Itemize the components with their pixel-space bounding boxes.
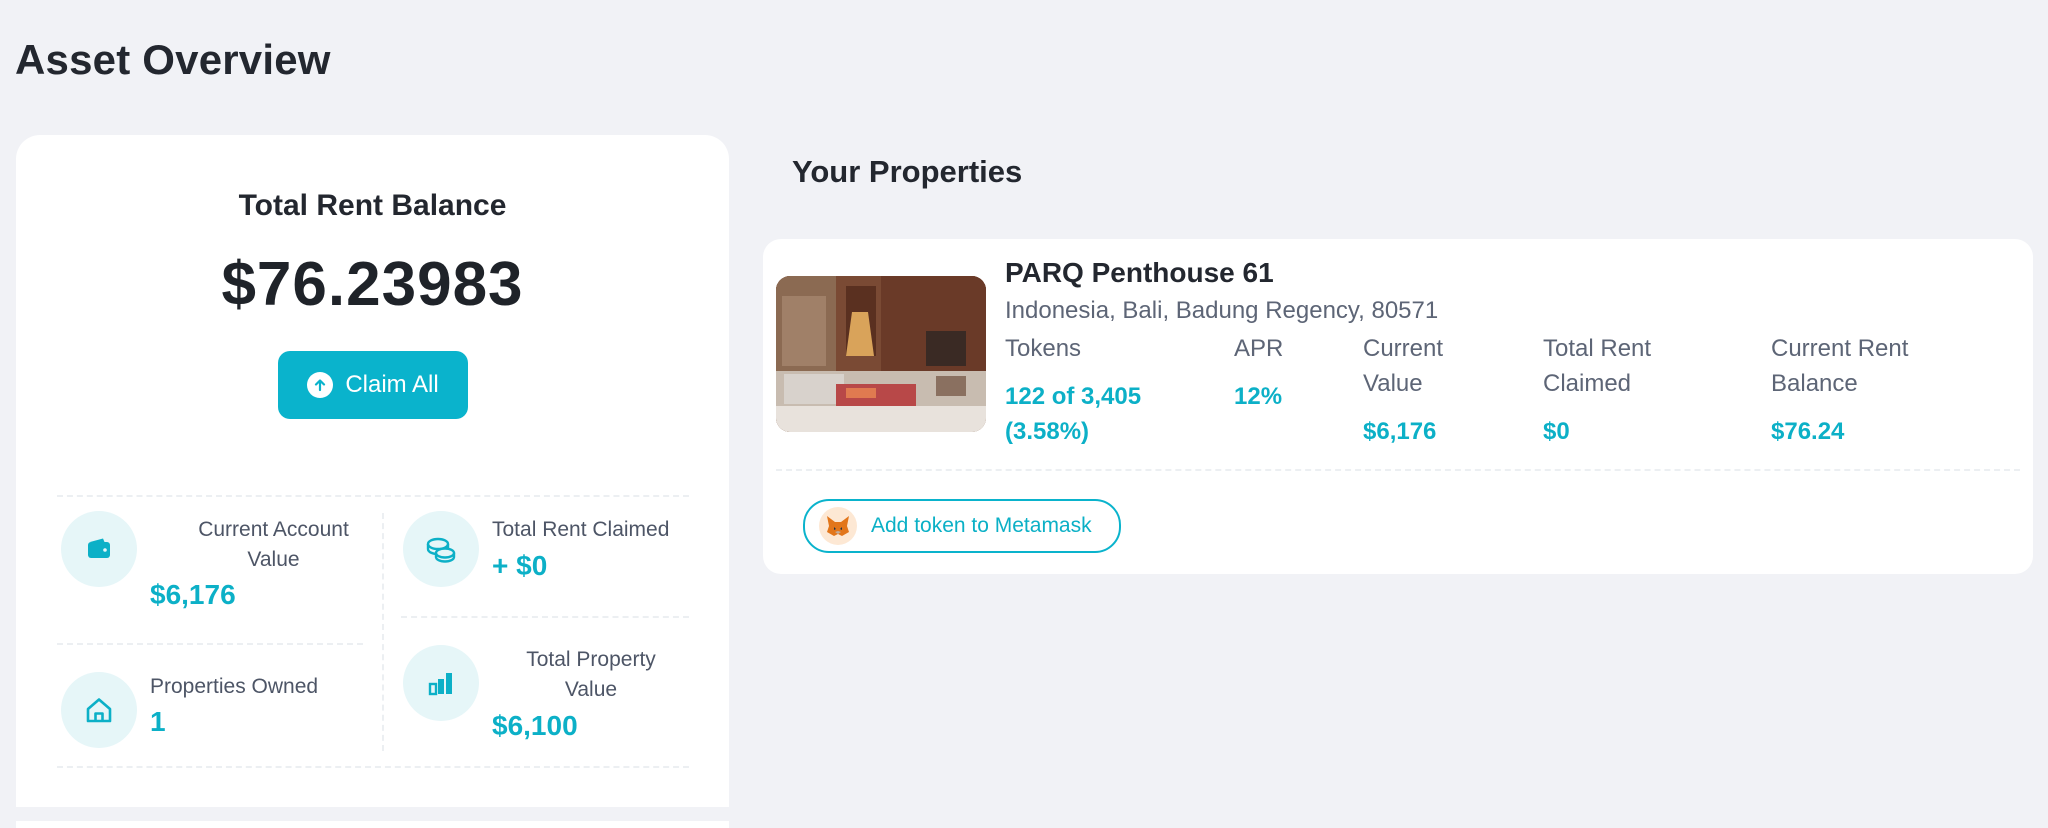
total-rent-claimed-col-label-line2: Claimed (1543, 370, 1632, 397)
arrow-up-circle-icon (307, 372, 334, 398)
balance-amount: $76.23983 (221, 250, 524, 319)
add-token-metamask-button[interactable]: Add token to Metamask (803, 499, 1121, 553)
total-property-value-label: Total Property Value (486, 645, 696, 705)
total-property-label-line2: Value (564, 678, 618, 701)
tokens-value-line1: 122 of 3,405 (1005, 383, 1142, 410)
total-rent-claimed-col-label: Total Rent Claimed (1543, 331, 1651, 401)
current-value-label-line2: Value (1363, 370, 1423, 397)
stats-divider-left-mid (57, 643, 363, 645)
total-rent-claimed-col-label-line1: Total Rent (1543, 335, 1652, 362)
page-title: Asset Overview (15, 36, 331, 83)
stats-divider-bottom (57, 766, 689, 768)
total-property-value: $6,100 (492, 710, 578, 741)
total-rent-claimed-label: Total Rent Claimed (492, 518, 670, 541)
home-icon (61, 672, 137, 748)
tokens-value: 122 of 3,405 (3.58%) (1005, 379, 1141, 449)
current-rent-balance-value: $76.24 (1771, 418, 1845, 445)
add-token-metamask-label: Add token to Metamask (871, 514, 1092, 537)
properties-owned-label: Properties Owned (150, 675, 319, 698)
apr-label: APR (1234, 335, 1284, 362)
apr-value: 12% (1234, 383, 1283, 410)
current-rent-balance-label: Current Rent Balance (1771, 331, 1908, 401)
rent-balance-card: Total Rent Balance $76.23983 Claim All C… (16, 135, 729, 807)
current-value-value: $6,176 (1363, 418, 1437, 445)
property-address: Indonesia, Bali, Badung Regency, 80571 (1005, 297, 1439, 324)
property-card-divider (776, 469, 2020, 471)
next-card-edge (16, 821, 729, 828)
your-properties-title: Your Properties (792, 154, 1023, 189)
stats-divider-vertical (382, 513, 384, 751)
current-rent-balance-label-line1: Current Rent (1771, 335, 1909, 362)
current-value-label-line1: Current (1363, 335, 1444, 362)
total-rent-claimed-col-value: $0 (1543, 418, 1570, 445)
coins-icon (403, 511, 479, 587)
claim-all-button[interactable]: Claim All (278, 351, 468, 419)
stats-divider-right-mid (401, 616, 689, 618)
properties-owned-value: 1 (150, 706, 166, 737)
stats-divider-top (57, 495, 689, 497)
current-rent-balance-label-line2: Balance (1771, 370, 1858, 397)
wallet-icon (61, 511, 137, 587)
current-account-label-line1: Current Account (198, 518, 349, 541)
tokens-label: Tokens (1005, 335, 1082, 362)
bar-chart-icon (403, 645, 479, 721)
current-account-value-label: Current Account Value (151, 515, 396, 575)
claim-all-label: Claim All (345, 371, 439, 398)
current-value-label: Current Value (1363, 331, 1443, 401)
total-rent-claimed-value: + $0 (492, 550, 548, 581)
tokens-value-line2: (3.58%) (1005, 418, 1090, 445)
balance-title: Total Rent Balance (238, 189, 507, 222)
total-property-label-line1: Total Property (526, 648, 656, 671)
property-card[interactable]: PARQ Penthouse 61 Indonesia, Bali, Badun… (763, 239, 2033, 574)
property-name[interactable]: PARQ Penthouse 61 (1005, 257, 1274, 288)
metamask-fox-icon (819, 507, 857, 545)
current-account-label-line2: Value (247, 548, 300, 571)
current-account-value: $6,176 (150, 579, 236, 610)
property-photo (776, 276, 986, 432)
